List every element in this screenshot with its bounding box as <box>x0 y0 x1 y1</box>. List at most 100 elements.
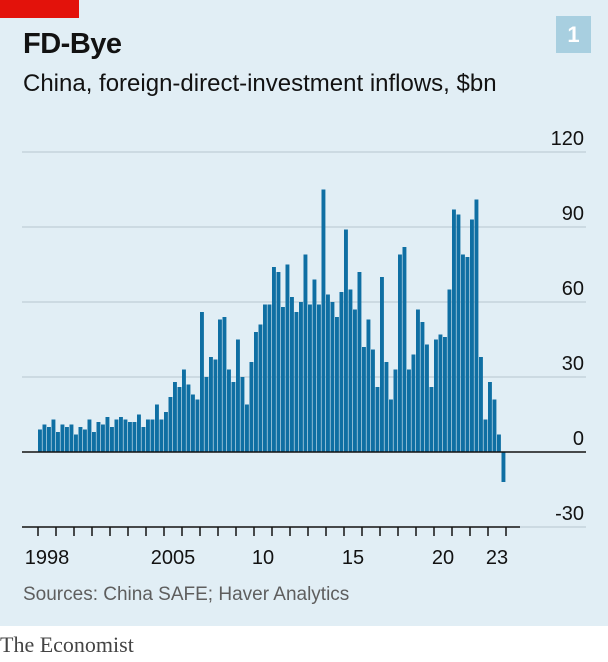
bar <box>276 272 281 452</box>
bar <box>74 434 78 452</box>
bar <box>281 307 285 452</box>
chart-subtitle: China, foreign-direct-investment inflows… <box>23 70 497 97</box>
bar <box>110 427 114 452</box>
bar <box>384 362 389 452</box>
bar <box>65 427 69 452</box>
bar <box>60 424 65 452</box>
bar <box>335 317 339 452</box>
bar <box>402 247 407 452</box>
bar <box>411 354 416 452</box>
bar <box>429 387 434 452</box>
bar <box>326 294 330 452</box>
chart-title: FD-Bye <box>23 28 122 60</box>
y-tick-label: 90 <box>562 203 584 225</box>
bar <box>362 347 366 452</box>
bar <box>443 337 447 452</box>
bar <box>105 417 110 452</box>
bar <box>407 369 411 452</box>
bar <box>132 422 137 452</box>
bar <box>479 357 483 452</box>
x-tick-label: 2005 <box>151 547 196 569</box>
brand-red-bar <box>0 0 79 18</box>
bar <box>420 322 425 452</box>
bar <box>168 397 173 452</box>
bar <box>321 189 326 452</box>
bar <box>69 424 74 452</box>
bar <box>357 272 362 452</box>
bar <box>173 382 177 452</box>
bar <box>56 432 60 452</box>
bar <box>245 404 249 452</box>
bar <box>330 302 335 452</box>
y-tick-label: 30 <box>562 353 584 375</box>
x-tick-label: 10 <box>252 547 274 569</box>
bar <box>159 419 164 452</box>
bar-series <box>38 189 506 482</box>
bar <box>227 369 231 452</box>
y-tick-label: 0 <box>573 428 584 450</box>
bar <box>249 362 254 452</box>
bar <box>155 404 159 452</box>
bar <box>375 387 380 452</box>
bar <box>213 359 218 452</box>
bar <box>47 427 51 452</box>
bar <box>195 399 200 452</box>
y-tick-label: -30 <box>555 503 584 525</box>
bar <box>348 289 353 452</box>
bar <box>164 412 168 452</box>
bar <box>393 369 398 452</box>
bar <box>204 377 209 452</box>
bar <box>452 209 456 452</box>
bar <box>200 312 204 452</box>
bar <box>222 317 227 452</box>
bar <box>285 264 290 452</box>
bar <box>425 344 429 452</box>
bar <box>299 302 303 452</box>
bar <box>263 304 267 452</box>
bar <box>312 279 317 452</box>
bar <box>470 219 474 452</box>
bar <box>447 289 452 452</box>
bar <box>272 267 276 452</box>
bar <box>456 214 461 452</box>
bar <box>344 229 348 452</box>
bar <box>398 254 402 452</box>
bar <box>38 429 42 452</box>
x-axis <box>22 451 586 536</box>
bar <box>438 334 443 452</box>
bar <box>240 377 245 452</box>
x-tick-label: 23 <box>486 547 508 569</box>
bar <box>308 304 312 452</box>
bar <box>114 419 119 452</box>
bar <box>186 384 191 452</box>
bar <box>366 319 371 452</box>
y-tick-label: 60 <box>562 278 584 300</box>
bar <box>461 254 465 452</box>
bar <box>492 399 497 452</box>
x-tick-label: 1998 <box>25 547 70 569</box>
bar <box>101 424 105 452</box>
bar <box>128 422 132 452</box>
bar <box>96 422 101 452</box>
bar <box>353 309 357 452</box>
bar <box>434 339 438 452</box>
bar <box>51 419 56 452</box>
bar <box>231 382 236 452</box>
bar <box>303 254 308 452</box>
bar <box>137 414 141 452</box>
publisher-brand: The Economist <box>0 632 134 657</box>
bar <box>42 424 47 452</box>
bar <box>267 304 272 452</box>
x-tick-label: 20 <box>432 547 454 569</box>
bar <box>177 387 182 452</box>
bar <box>209 357 213 452</box>
bar <box>488 382 492 452</box>
bar <box>474 199 479 452</box>
bar <box>380 277 384 452</box>
bar <box>317 304 321 452</box>
bar <box>141 427 146 452</box>
bar <box>87 419 92 452</box>
bar <box>258 324 263 452</box>
bar <box>78 427 83 452</box>
bar <box>501 452 506 482</box>
